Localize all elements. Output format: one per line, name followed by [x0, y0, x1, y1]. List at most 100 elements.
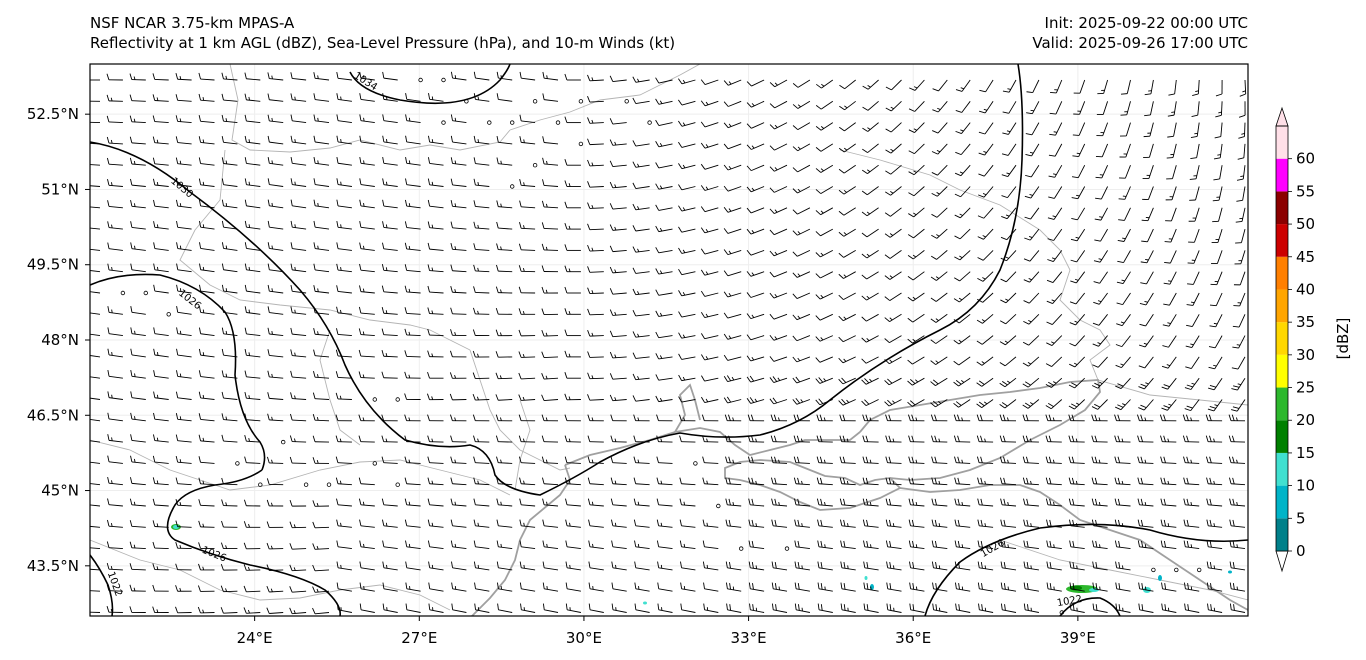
wind-barb — [723, 143, 742, 150]
wind-barb — [978, 143, 994, 156]
wind-barb — [313, 220, 330, 230]
wind-barb — [1068, 377, 1086, 389]
wind-barb — [977, 519, 994, 528]
wind-barb — [473, 264, 490, 273]
wind-barb — [632, 288, 650, 296]
wind-barb — [1046, 313, 1063, 325]
wind-barb — [746, 271, 765, 277]
wind-barb — [976, 414, 994, 422]
wind-barb — [723, 354, 742, 361]
wind-barb — [266, 478, 284, 486]
wind-barb — [1000, 271, 1017, 283]
wind-barb — [152, 606, 169, 614]
wind-barb — [1114, 435, 1131, 443]
wind-barb — [884, 377, 902, 386]
wind-barb — [473, 200, 490, 209]
wind-barb — [175, 115, 192, 124]
wind-barb — [838, 356, 856, 364]
wind-barb — [862, 122, 879, 132]
wind-barb — [542, 561, 559, 571]
wind-barb — [473, 71, 490, 81]
coast-black-sea-north — [564, 427, 861, 466]
calm-marker — [258, 482, 263, 487]
wind-barb — [863, 561, 879, 571]
wind-barb — [472, 393, 490, 401]
wind-barb — [336, 178, 352, 187]
wind-barb — [1045, 356, 1063, 367]
wind-barb — [679, 540, 696, 550]
wind-barb — [496, 221, 513, 230]
wind-barb — [861, 356, 879, 364]
wind-barb — [771, 498, 788, 507]
wind-barb — [863, 540, 879, 550]
wind-barb — [290, 93, 307, 102]
wind-barb — [587, 330, 604, 337]
wind-barb — [541, 435, 559, 443]
wind-barb — [1209, 292, 1223, 307]
wind-barb — [541, 456, 559, 464]
wind-barb — [746, 397, 765, 404]
wind-barb — [1160, 519, 1177, 528]
wind-barb — [359, 178, 375, 187]
wind-barb — [404, 477, 421, 486]
wind-barb — [655, 183, 673, 190]
wind-barb — [519, 498, 536, 507]
wind-barb — [1118, 186, 1131, 200]
wind-barb — [769, 228, 788, 236]
wind-barb — [1190, 143, 1200, 159]
wind-barb — [244, 135, 261, 145]
wind-barb — [632, 161, 650, 168]
wind-barb — [267, 220, 284, 230]
lat-label: 51°N — [41, 180, 79, 198]
wind-barb — [655, 77, 673, 84]
wind-barb — [954, 207, 971, 219]
calm-marker — [235, 461, 240, 466]
wind-barb — [1045, 414, 1062, 422]
wind-barb — [427, 328, 444, 337]
wind-barb — [1160, 435, 1177, 443]
wind-barb — [427, 414, 444, 422]
wind-barb — [152, 584, 169, 592]
wind-barb — [907, 271, 925, 281]
wind-barb — [862, 100, 879, 111]
wind-barb — [1138, 356, 1154, 369]
wind-barb — [564, 116, 581, 124]
wind-barb — [404, 414, 421, 422]
wind-barb — [90, 440, 101, 443]
wind-barb — [1024, 228, 1040, 241]
lon-label: 33°E — [731, 629, 767, 647]
wind-barb — [1000, 582, 1017, 592]
wind-barb — [702, 456, 719, 464]
wind-barb — [473, 221, 490, 230]
wind-barb — [1168, 79, 1177, 96]
wind-barb — [701, 375, 719, 382]
colorbar-tick-label: 60 — [1296, 150, 1315, 168]
border-line — [1059, 269, 1111, 381]
wind-barb — [152, 434, 169, 443]
wind-barb — [884, 271, 902, 280]
wind-barb — [290, 199, 307, 209]
wind-barb — [792, 228, 811, 236]
wind-barb — [587, 202, 604, 209]
wind-barb — [838, 122, 856, 132]
wind-barb — [701, 414, 719, 422]
wind-barb — [700, 354, 719, 361]
wind-barb — [953, 271, 971, 282]
wind-barb — [632, 140, 650, 147]
wind-barb — [450, 498, 467, 507]
wind-barb — [198, 477, 215, 486]
wind-barb — [90, 248, 101, 251]
wind-barb — [838, 228, 856, 237]
colorbar-tick-label: 20 — [1296, 411, 1315, 429]
wind-barb — [931, 228, 948, 239]
wind-barb — [954, 498, 971, 507]
colorbar-segment — [1276, 354, 1288, 388]
wind-barb — [175, 391, 192, 400]
wind-barb — [198, 391, 215, 400]
wind-barb — [748, 477, 765, 486]
wind-barb — [1210, 271, 1223, 286]
wind-barb — [840, 519, 856, 528]
wind-barb — [90, 270, 101, 273]
wind-barb — [313, 72, 330, 81]
border-line — [514, 399, 531, 491]
